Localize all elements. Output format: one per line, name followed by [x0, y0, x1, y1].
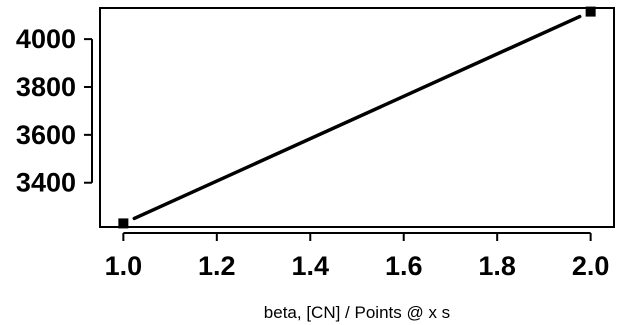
x-tick-label: 2.0: [572, 251, 610, 281]
x-tick-label: 1.0: [105, 251, 143, 281]
x-tick-label: 1.4: [291, 251, 329, 281]
data-point-marker: [118, 218, 129, 229]
plot-frame: [99, 7, 615, 228]
y-tick-label: 3800: [16, 72, 76, 102]
series-line: [132, 14, 582, 221]
x-axis: 1.0 1.2 1.4 1.6 1.8 2.0: [105, 232, 610, 281]
x-axis-title: beta, [CN] / Points @ x s: [264, 303, 450, 322]
y-tick-label: 4000: [16, 24, 76, 54]
x-tick-label: 1.2: [198, 251, 236, 281]
x-tick-label: 1.8: [478, 251, 516, 281]
y-tick-label: 3400: [16, 168, 76, 198]
data-point-marker: [585, 6, 596, 17]
y-tick-label: 3600: [16, 120, 76, 150]
series-layer: [118, 6, 596, 229]
y-axis: 3400 3600 3800 4000: [16, 24, 93, 198]
x-tick-label: 1.6: [385, 251, 423, 281]
